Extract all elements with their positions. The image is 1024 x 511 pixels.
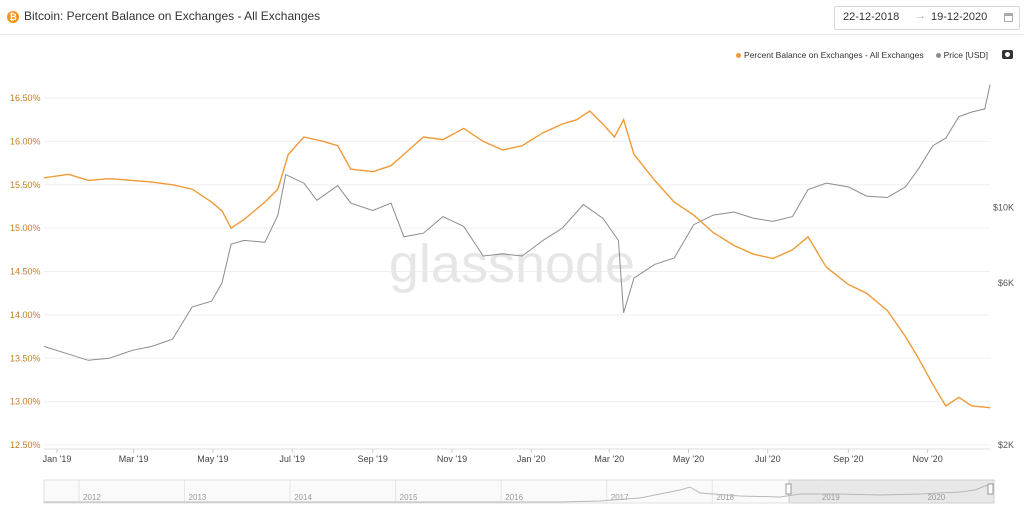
y-axis-right: $2K $6K $10K [993, 202, 1014, 450]
y-left-tick-label: 14.00% [10, 310, 41, 320]
legend-label-balance: Percent Balance on Exchanges - All Excha… [744, 50, 924, 60]
y-left-tick-label: 13.50% [10, 353, 41, 363]
navigator-year-label: 2013 [189, 493, 207, 502]
legend-item-price[interactable]: Price [USD] [935, 50, 988, 60]
x-tick-label: May '19 [197, 454, 228, 464]
y-right-tick-label: $6K [998, 278, 1014, 288]
navigator-price-line [44, 483, 995, 503]
navigator-handle-right[interactable] [987, 483, 994, 495]
legend-dot-balance [736, 52, 742, 58]
chart-legend: Percent Balance on Exchanges - All Excha… [736, 50, 988, 60]
date-range-arrow-icon: → [915, 10, 926, 22]
y-right-tick-label: $10K [993, 202, 1014, 212]
calendar-icon[interactable] [1004, 13, 1013, 22]
navigator-year-label: 2014 [294, 493, 312, 502]
date-to-input[interactable]: 19-12-2020 [931, 11, 988, 23]
navigator-year-label: 2018 [716, 493, 734, 502]
x-tick-label: Jan '20 [517, 454, 546, 464]
x-tick-label: Jan '19 [43, 454, 72, 464]
navigator-handle-left[interactable] [785, 483, 792, 495]
watermark: glassnode [389, 234, 635, 294]
y-left-tick-label: 16.00% [10, 136, 41, 146]
y-left-tick-label: 14.50% [10, 267, 41, 277]
y-left-tick-label: 15.00% [10, 223, 41, 233]
navigator-year-label: 2012 [83, 493, 101, 502]
navigator: 2012 2013 2014 2015 2016 2017 2018 2019 2020 [43, 479, 995, 504]
y-axis-left: 12.50% 13.00% 13.50% 14.00% 14.50% 15.00% 15.5… [10, 93, 41, 450]
navigator-year-label: 2017 [611, 493, 629, 502]
x-tick-label: May '20 [673, 454, 704, 464]
y-left-tick-label: 16.50% [10, 93, 41, 103]
navigator-year-label: 2019 [822, 493, 840, 502]
navigator-year-label: 2016 [505, 493, 523, 502]
balance-series-line [43, 110, 991, 409]
x-tick-label: Jul '20 [755, 454, 781, 464]
x-tick-label: Sep '20 [833, 454, 863, 464]
x-tick-label: Jul '19 [279, 454, 305, 464]
camera-icon[interactable] [1002, 50, 1013, 59]
x-tick-label: Sep '19 [358, 454, 388, 464]
bitcoin-icon: ₿ [7, 11, 19, 23]
y-right-tick-label: $2K [998, 440, 1014, 450]
y-left-tick-label: 15.50% [10, 180, 41, 190]
x-tick-label: Mar '19 [119, 454, 149, 464]
legend-dot-price [935, 52, 941, 58]
date-range-picker[interactable]: 22-12-2018 → 19-12-2020 [834, 6, 1020, 30]
navigator-year-label: 2020 [927, 493, 945, 502]
legend-item-balance[interactable]: Percent Balance on Exchanges - All Excha… [736, 50, 924, 60]
navigator-year-label: 2015 [400, 493, 418, 502]
date-from-input[interactable]: 22-12-2018 [843, 11, 900, 23]
chart-header: ₿ Bitcoin: Percent Balance on Exchanges … [0, 0, 1024, 35]
price-series-line [43, 84, 991, 361]
legend-label-price: Price [USD] [943, 50, 988, 60]
x-tick-label: Nov '20 [913, 454, 943, 464]
x-tick-label: Nov '19 [437, 454, 467, 464]
y-left-tick-label: 13.00% [10, 397, 41, 407]
x-tick-label: Mar '20 [594, 454, 624, 464]
chart-title: Bitcoin: Percent Balance on Exchanges - … [24, 9, 321, 23]
x-axis: Jan '19 Mar '19 May '19 Jul '19 Sep '19 Nov '… [43, 448, 990, 464]
y-left-tick-label: 12.50% [10, 440, 41, 450]
